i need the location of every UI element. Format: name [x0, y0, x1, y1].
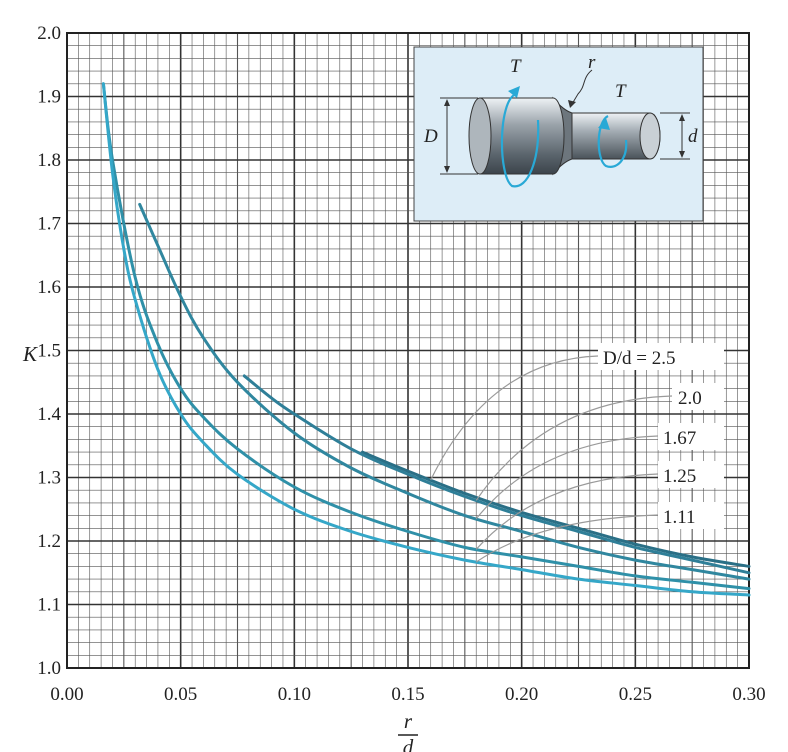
- legend-label-1-25: 1.25: [663, 466, 696, 487]
- x-tick-label: 0.20: [505, 684, 538, 705]
- curve-series-1: [242, 374, 751, 575]
- y-tick-label: 1.2: [37, 531, 61, 552]
- legend-box-1-11: [658, 502, 724, 529]
- torque-left-arrow: [500, 92, 540, 188]
- dim-D-arrow-bottom: [444, 166, 450, 173]
- torque-right-arrow-head: [598, 118, 610, 130]
- curve-series-3: [101, 82, 751, 591]
- legend-box-1-25: [658, 461, 724, 488]
- x-axis-label-denominator: d: [403, 735, 414, 752]
- x-tick-label: 0.05: [164, 684, 197, 705]
- y-tick-label: 1.3: [37, 468, 61, 489]
- label-radius: r: [588, 52, 596, 73]
- small-shaft-end: [639, 112, 661, 160]
- y-tick-label: 1.9: [37, 87, 61, 108]
- y-tick-label: 1.5: [37, 341, 61, 362]
- legend-box-1-67: [658, 423, 724, 450]
- dim-d-arrow-bottom: [679, 151, 685, 158]
- x-tick-label: 0.15: [391, 684, 424, 705]
- label-d: d: [688, 126, 698, 147]
- large-shaft-end: [468, 97, 492, 175]
- y-tick-label: 1.6: [37, 277, 61, 298]
- leader-line-2: [475, 435, 659, 520]
- plot-frame: [66, 32, 750, 669]
- radius-leader-head: [568, 100, 576, 108]
- shaft-inset: D d T T r: [413, 46, 704, 222]
- legend-leader-lines: [430, 355, 673, 563]
- x-axis-label-numerator: r: [404, 709, 413, 733]
- x-tick-label: 0.10: [278, 684, 311, 705]
- y-axis-label: K: [22, 342, 38, 366]
- leader-line-0: [430, 355, 599, 481]
- torque-left-arrow-head: [508, 86, 520, 98]
- dim-d-arrow-top: [679, 114, 685, 121]
- radius-leader: [571, 69, 593, 105]
- large-shaft: [479, 97, 565, 175]
- legend: D/d = 2.5 2.0 1.67 1.25 1.11: [598, 343, 724, 529]
- x-tick-label: 0.00: [50, 684, 83, 705]
- curve-series-2: [138, 202, 751, 581]
- legend-label-1-67: 1.67: [663, 428, 696, 449]
- dim-D-arrow-top: [444, 99, 450, 106]
- legend-box-2-5: [598, 343, 724, 370]
- label-torque-right: T: [615, 81, 627, 102]
- y-tick-label: 1.1: [37, 595, 61, 616]
- curves: [101, 82, 751, 597]
- legend-label-2-5: D/d = 2.5: [603, 348, 675, 369]
- leader-line-3: [475, 473, 659, 550]
- x-tick-label: 0.30: [732, 684, 765, 705]
- y-tick-label: 1.7: [37, 214, 61, 235]
- y-tick-label: 1.8: [37, 150, 61, 171]
- curve-series-0: [361, 450, 751, 568]
- y-tick-label: 2.0: [37, 23, 61, 44]
- label-D: D: [423, 126, 438, 147]
- legend-label-1-11: 1.11: [663, 507, 696, 528]
- curve-series-4: [101, 82, 751, 597]
- leader-line-4: [475, 514, 659, 563]
- x-tick-label: 0.25: [619, 684, 652, 705]
- y-tick-label: 1.0: [37, 658, 61, 679]
- grid: [66, 32, 750, 669]
- legend-box-2-0: [672, 383, 724, 410]
- legend-label-2-0: 2.0: [678, 388, 702, 409]
- label-torque-left: T: [510, 56, 522, 77]
- tick-labels: 0.00 0.05 0.10 0.15 0.20 0.25 0.30 1.0 1.1 1.2 1.3…: [37, 23, 765, 705]
- leader-line-1: [475, 395, 673, 501]
- y-tick-label: 1.4: [37, 404, 61, 425]
